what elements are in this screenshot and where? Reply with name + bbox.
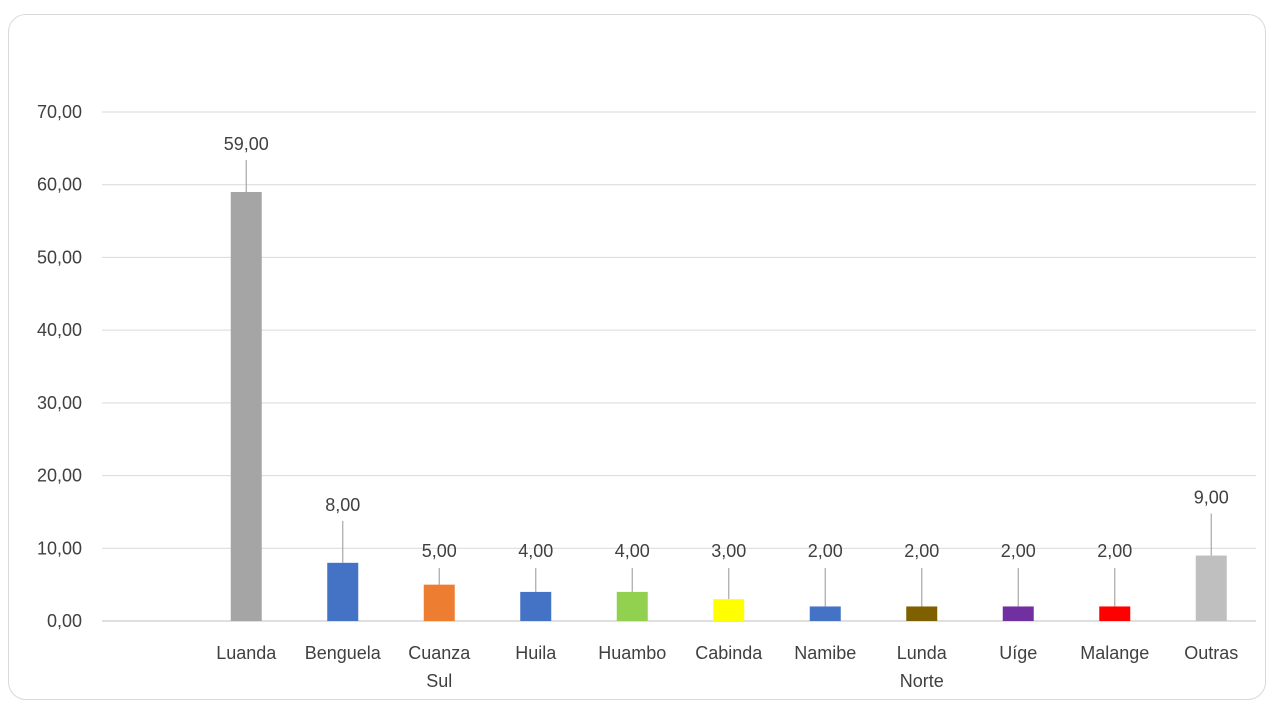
chart-frame (8, 14, 1266, 700)
x-tick-label: Lunda Norte (897, 643, 948, 691)
data-label: 3,00 (711, 541, 746, 561)
bar (906, 606, 938, 621)
x-tick-label: Uíge (999, 643, 1037, 663)
x-tick-label: Benguela (305, 643, 382, 663)
data-label: 5,00 (422, 541, 457, 561)
bar (713, 599, 745, 621)
y-tick-label: 70,00 (37, 102, 82, 122)
bar (1099, 606, 1131, 621)
x-axis: Luanda Benguela Cuanza Sul Huila Huambo Cabind… (216, 643, 1238, 691)
x-tick-label: Luanda (216, 643, 277, 663)
data-label: 4,00 (615, 541, 650, 561)
x-tick-label: Cuanza Sul (408, 643, 471, 691)
data-label: 2,00 (1001, 541, 1036, 561)
label-leader-lines (245, 159, 1212, 607)
bar (809, 606, 841, 621)
data-label: 59,00 (224, 134, 269, 154)
x-tick-label: Malange (1080, 643, 1149, 663)
y-tick-label: 0,00 (47, 611, 82, 631)
y-axis: 0,00 10,00 20,00 30,00 40,00 50,00 60,00 70,00 (37, 102, 82, 631)
bar (1195, 555, 1227, 621)
bars (230, 191, 1227, 621)
gridlines (102, 111, 1256, 622)
y-tick-label: 60,00 (37, 175, 82, 195)
x-tick-label: Outras (1184, 643, 1238, 663)
x-tick-label: Huambo (598, 643, 666, 663)
y-tick-label: 40,00 (37, 320, 82, 340)
data-labels: 59,00 8,00 5,00 4,00 4,00 3,00 2,00 2,00 2,00 2,0… (224, 134, 1229, 561)
x-tick-label: Cabinda (695, 643, 763, 663)
y-tick-label: 10,00 (37, 538, 82, 558)
bar (520, 591, 552, 621)
bar (230, 191, 262, 621)
y-tick-label: 30,00 (37, 393, 82, 413)
data-label: 2,00 (1097, 541, 1132, 561)
data-label: 2,00 (808, 541, 843, 561)
y-tick-label: 50,00 (37, 247, 82, 267)
x-tick-label: Namibe (794, 643, 856, 663)
bar (423, 584, 455, 621)
data-label: 8,00 (325, 495, 360, 515)
data-label: 2,00 (904, 541, 939, 561)
x-tick-label: Huila (515, 643, 557, 663)
data-label: 4,00 (518, 541, 553, 561)
bar (1002, 606, 1034, 621)
y-tick-label: 20,00 (37, 466, 82, 486)
bar (327, 562, 359, 621)
data-label: 9,00 (1194, 488, 1229, 508)
bar (616, 591, 648, 621)
